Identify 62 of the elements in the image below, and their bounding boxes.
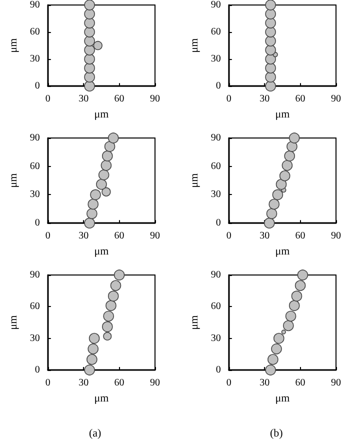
x-tick-label: 90: [150, 230, 160, 242]
x-tick-label: 60: [114, 378, 124, 388]
x-tick-label: 90: [150, 378, 160, 388]
x-tick-label: 90: [331, 94, 341, 105]
text: (b): [270, 428, 284, 440]
x-tick-label: 60: [295, 94, 306, 105]
y-tick-label: 0: [216, 364, 221, 376]
x-axis-title: μm: [275, 392, 290, 404]
y-tick-label: 30: [30, 54, 40, 65]
x-tick-label: 30: [78, 94, 89, 105]
x-tick-label: 0: [45, 94, 50, 105]
y-tick-label: 90: [30, 132, 40, 144]
y-tick-label: 90: [210, 0, 221, 10]
x-tick-label: 30: [78, 230, 89, 242]
x-tick-label: 0: [45, 378, 50, 388]
y-tick-label: 0: [34, 364, 40, 376]
x-axis-title: μm: [275, 108, 290, 120]
y-tick-label: 0: [34, 218, 40, 229]
x-axis-title: μm: [275, 246, 290, 258]
y-tick-label: 60: [210, 26, 221, 38]
y-tick-label: 60: [210, 301, 221, 312]
y-tick-label: 90: [210, 132, 221, 144]
x-tick-label: 90: [331, 378, 341, 388]
y-axis-title: μm: [8, 172, 20, 188]
x-axis-title: μm: [94, 392, 110, 404]
y-tick-label: 30: [210, 189, 221, 200]
y-tick-label: 0: [216, 218, 221, 229]
x-tick-label: 60: [114, 94, 124, 105]
x-tick-label: 90: [331, 230, 341, 242]
y-tick-label: 0: [34, 80, 40, 92]
y-tick-label: 30: [30, 189, 40, 200]
x-axis-title: μm: [94, 108, 110, 120]
x-tick-label: 0: [226, 94, 232, 105]
x-axis-title: μm: [94, 246, 110, 258]
y-tick-label: 30: [210, 54, 221, 65]
y-tick-label: 60: [30, 160, 40, 172]
y-axis-title: μm: [188, 172, 200, 188]
x-tick-label: 0: [226, 378, 232, 388]
x-tick-label: 60: [295, 378, 306, 388]
x-tick-label: 30: [260, 94, 270, 105]
y-tick-label: 60: [210, 160, 221, 172]
y-axis-title: μm: [188, 314, 200, 330]
x-tick-label: 60: [114, 230, 124, 242]
x-tick-label: 30: [260, 378, 270, 388]
y-axis-title: μm: [188, 38, 200, 53]
y-tick-label: 30: [210, 332, 221, 344]
y-tick-label: 30: [30, 332, 40, 344]
y-tick-label: 90: [30, 0, 40, 10]
x-tick-label: 30: [260, 230, 270, 242]
y-axis-title: μm: [8, 38, 20, 53]
y-tick-label: 90: [30, 270, 40, 280]
text: (a): [89, 428, 102, 440]
x-tick-label: 90: [150, 94, 160, 105]
y-tick-label: 90: [210, 270, 221, 280]
y-tick-label: 60: [30, 301, 40, 312]
x-tick-label: 60: [295, 230, 306, 242]
y-tick-label: 0: [216, 80, 221, 92]
x-tick-label: 30: [78, 378, 89, 388]
x-tick-label: 0: [45, 230, 50, 242]
y-tick-label: 60: [30, 26, 40, 38]
y-axis-title: μm: [8, 314, 20, 330]
x-tick-label: 0: [226, 230, 232, 242]
